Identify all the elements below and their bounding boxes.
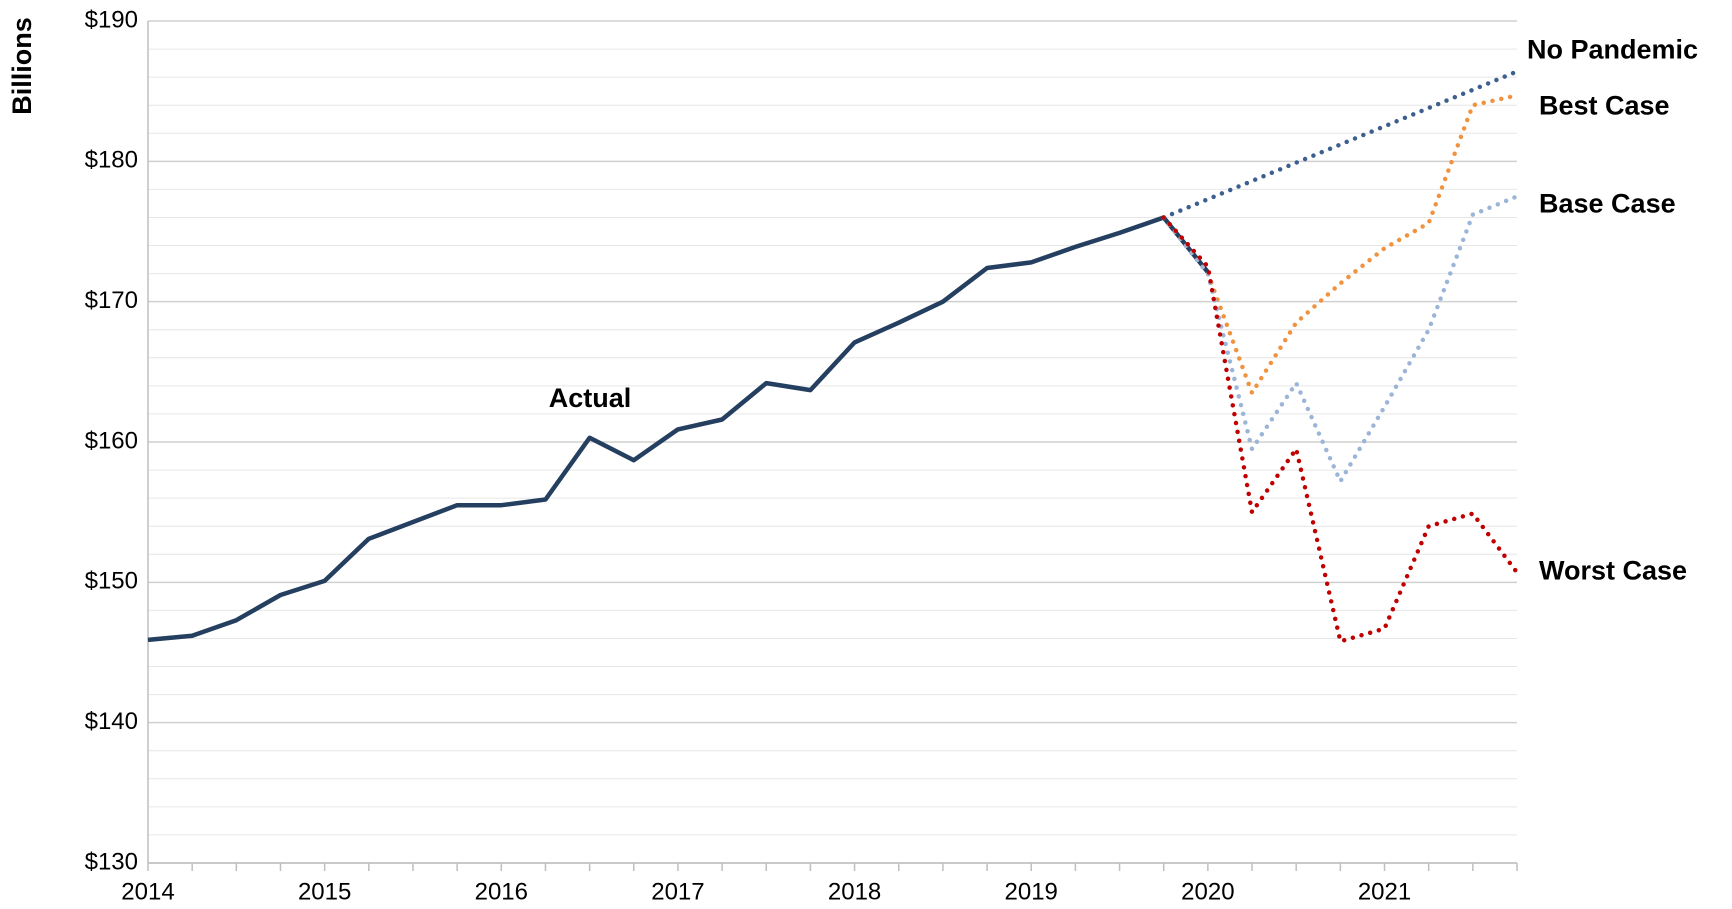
- series-line: [1161, 69, 1520, 220]
- annotation: Actual: [549, 383, 632, 413]
- y-tick-label: $140: [85, 708, 138, 735]
- x-tick-label: 2020: [1181, 878, 1234, 905]
- x-tick-label: 2019: [1005, 878, 1058, 905]
- y-tick-label: $130: [85, 848, 138, 875]
- series-label: Worst Case: [1539, 556, 1687, 586]
- y-tick-label: $180: [85, 147, 138, 174]
- x-tick-label: 2018: [828, 878, 881, 905]
- y-tick-label: $160: [85, 427, 138, 454]
- y-tick-label: $170: [85, 287, 138, 314]
- y-axis-label: Billions: [7, 17, 37, 115]
- y-tick-label: $190: [85, 6, 138, 33]
- x-tick-label: 2014: [121, 878, 174, 905]
- series-line: [147, 215, 1210, 643]
- x-tick-label: 2016: [475, 878, 528, 905]
- x-tick-label: 2017: [651, 878, 704, 905]
- series-label: Best Case: [1539, 91, 1670, 121]
- series-line: [1161, 194, 1520, 484]
- x-tick-label: 2021: [1358, 878, 1411, 905]
- y-tick-label: $150: [85, 568, 138, 595]
- series-label: Base Case: [1539, 189, 1676, 219]
- series-label: No Pandemic: [1527, 35, 1698, 65]
- x-tick-label: 2015: [298, 878, 351, 905]
- series-line: [1161, 93, 1520, 396]
